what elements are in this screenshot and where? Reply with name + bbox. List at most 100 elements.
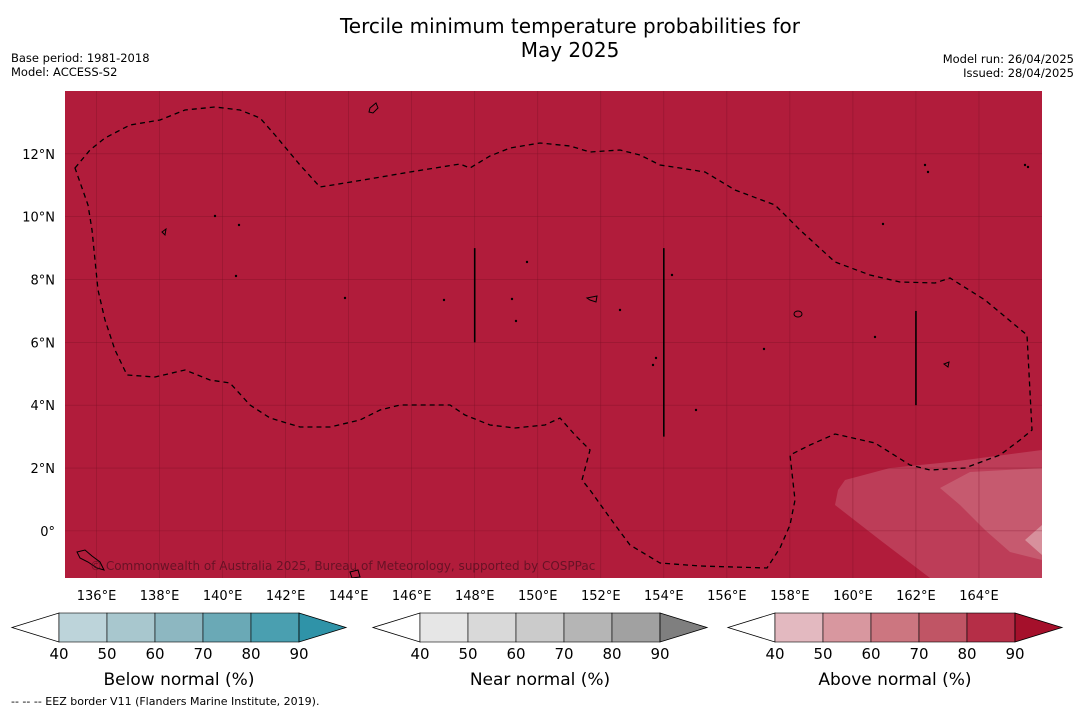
lon-tick-label: 158°E <box>770 589 810 604</box>
colorbar-tick: 40 <box>765 645 784 663</box>
small-island <box>762 347 766 351</box>
island-manus <box>349 569 361 578</box>
colorbar-tick: 90 <box>289 645 308 663</box>
title-line-1: Tercile minimum temperature probabilitie… <box>339 14 801 38</box>
lat-tick-label: 8°N <box>31 274 56 289</box>
colorbar-1: 40 50 60 70 80 90 Near normal (%) <box>371 612 709 690</box>
colorbar-tick: 70 <box>193 645 212 663</box>
island-pohnpei <box>793 310 803 318</box>
colorbar-high-arrow <box>659 612 709 643</box>
colorbar-segment <box>822 612 872 643</box>
small-island <box>442 298 446 302</box>
map-area: © Commonwealth of Australia 2025, Bureau… <box>65 91 1042 578</box>
colorbar-tick: 50 <box>813 645 832 663</box>
lon-tick-label: 152°E <box>581 589 621 604</box>
lon-tick-label: 136°E <box>77 589 117 604</box>
colorbar-segment <box>611 612 661 643</box>
colorbar-tick: 60 <box>506 645 525 663</box>
small-island <box>1023 163 1027 167</box>
lon-tick-label: 138°E <box>140 589 180 604</box>
small-island <box>873 335 877 339</box>
small-island <box>213 214 217 218</box>
lon-tick-label: 162°E <box>896 589 936 604</box>
colorbar-tick: 40 <box>49 645 68 663</box>
legend-area: 40 50 60 70 80 90 Below normal (%) 40 50 60 70 80 90… <box>10 612 1064 690</box>
small-island <box>1026 165 1030 169</box>
lat-tick-label: 12°N <box>22 148 55 163</box>
small-island <box>694 408 698 412</box>
colorbar-low-arrow <box>10 612 60 643</box>
small-island <box>618 308 622 312</box>
colorbar-segment <box>250 612 300 643</box>
lon-tick-label: 156°E <box>707 589 747 604</box>
lat-tick-label: 2°N <box>31 462 56 477</box>
colorbar-0: 40 50 60 70 80 90 Below normal (%) <box>10 612 348 690</box>
colorbar-segment <box>563 612 613 643</box>
colorbar-segment <box>774 612 824 643</box>
colorbar-tick: 70 <box>909 645 928 663</box>
colorbar-tick: 90 <box>1005 645 1024 663</box>
small-island <box>234 274 238 278</box>
island-new-guinea-coast <box>76 549 105 571</box>
eez-footnote: -- -- -- EEZ border V11 (Flanders Marine… <box>11 695 320 708</box>
eez-border <box>74 106 1033 569</box>
small-island <box>923 163 927 167</box>
map-axes: 136°E 138°E 140°E 142°E 144°E 146°E 148°E 150°E… <box>22 148 999 604</box>
base-period: Base period: 1981-2018 <box>11 51 150 65</box>
small-island <box>881 222 885 226</box>
small-island <box>525 260 529 264</box>
lat-tick-label: 4°N <box>31 399 56 414</box>
small-island <box>237 223 241 227</box>
colorbar-low-arrow <box>371 612 421 643</box>
colorbar-high-arrow <box>1014 612 1064 643</box>
colorbar-high-arrow <box>298 612 348 643</box>
colorbar-segment <box>918 612 968 643</box>
colorbar-label: Below normal (%) <box>104 670 255 690</box>
probability-band-60-70 <box>940 468 1042 560</box>
model-name: Model: ACCESS-S2 <box>11 65 118 79</box>
colorbar-label: Near normal (%) <box>470 670 610 690</box>
lon-tick-label: 164°E <box>959 589 999 604</box>
title-line-2: May 2025 <box>520 38 620 62</box>
colorbar-segment <box>966 612 1016 643</box>
colorbar-segment <box>106 612 156 643</box>
colorbar-segment <box>202 612 252 643</box>
island-kosrae <box>942 361 950 368</box>
meta-left: Base period: 1981-2018 Model: ACCESS-S2 <box>11 51 150 79</box>
colorbar-tick: 80 <box>602 645 621 663</box>
colorbar-tick: 50 <box>97 645 116 663</box>
model-run: Model run: 26/04/2025 <box>942 52 1074 66</box>
small-island <box>654 356 658 360</box>
colorbar-segment <box>515 612 565 643</box>
issued-date: Issued: 28/04/2025 <box>963 66 1074 80</box>
lon-tick-label: 150°E <box>518 589 558 604</box>
lon-tick-label: 142°E <box>266 589 306 604</box>
colorbar-segment <box>870 612 920 643</box>
colorbar-tick: 50 <box>458 645 477 663</box>
lat-tick-label: 10°N <box>22 211 55 226</box>
island-yap <box>161 227 167 237</box>
colorbar-tick: 80 <box>957 645 976 663</box>
small-island <box>510 297 514 301</box>
lon-tick-label: 144°E <box>329 589 369 604</box>
meta-right: Model run: 26/04/2025 Issued: 28/04/2025 <box>943 52 1074 80</box>
probability-band-50-60 <box>1025 525 1042 555</box>
colorbar-segment <box>467 612 517 643</box>
chart-title: Tercile minimum temperature probabilitie… <box>0 14 1085 62</box>
small-island <box>926 170 930 174</box>
lon-tick-label: 148°E <box>455 589 495 604</box>
colorbar-low-arrow <box>726 612 776 643</box>
colorbar-tick: 40 <box>410 645 429 663</box>
colorbar-tick: 60 <box>861 645 880 663</box>
colorbar-segment <box>58 612 108 643</box>
small-island <box>670 273 674 277</box>
lon-tick-label: 154°E <box>644 589 684 604</box>
lon-tick-label: 146°E <box>392 589 432 604</box>
lat-tick-label: 0° <box>40 525 55 540</box>
colorbar-tick: 60 <box>145 645 164 663</box>
colorbar-tick: 80 <box>241 645 260 663</box>
island-chuuk <box>585 295 598 303</box>
colorbar-tick: 70 <box>554 645 573 663</box>
small-island <box>343 296 347 300</box>
